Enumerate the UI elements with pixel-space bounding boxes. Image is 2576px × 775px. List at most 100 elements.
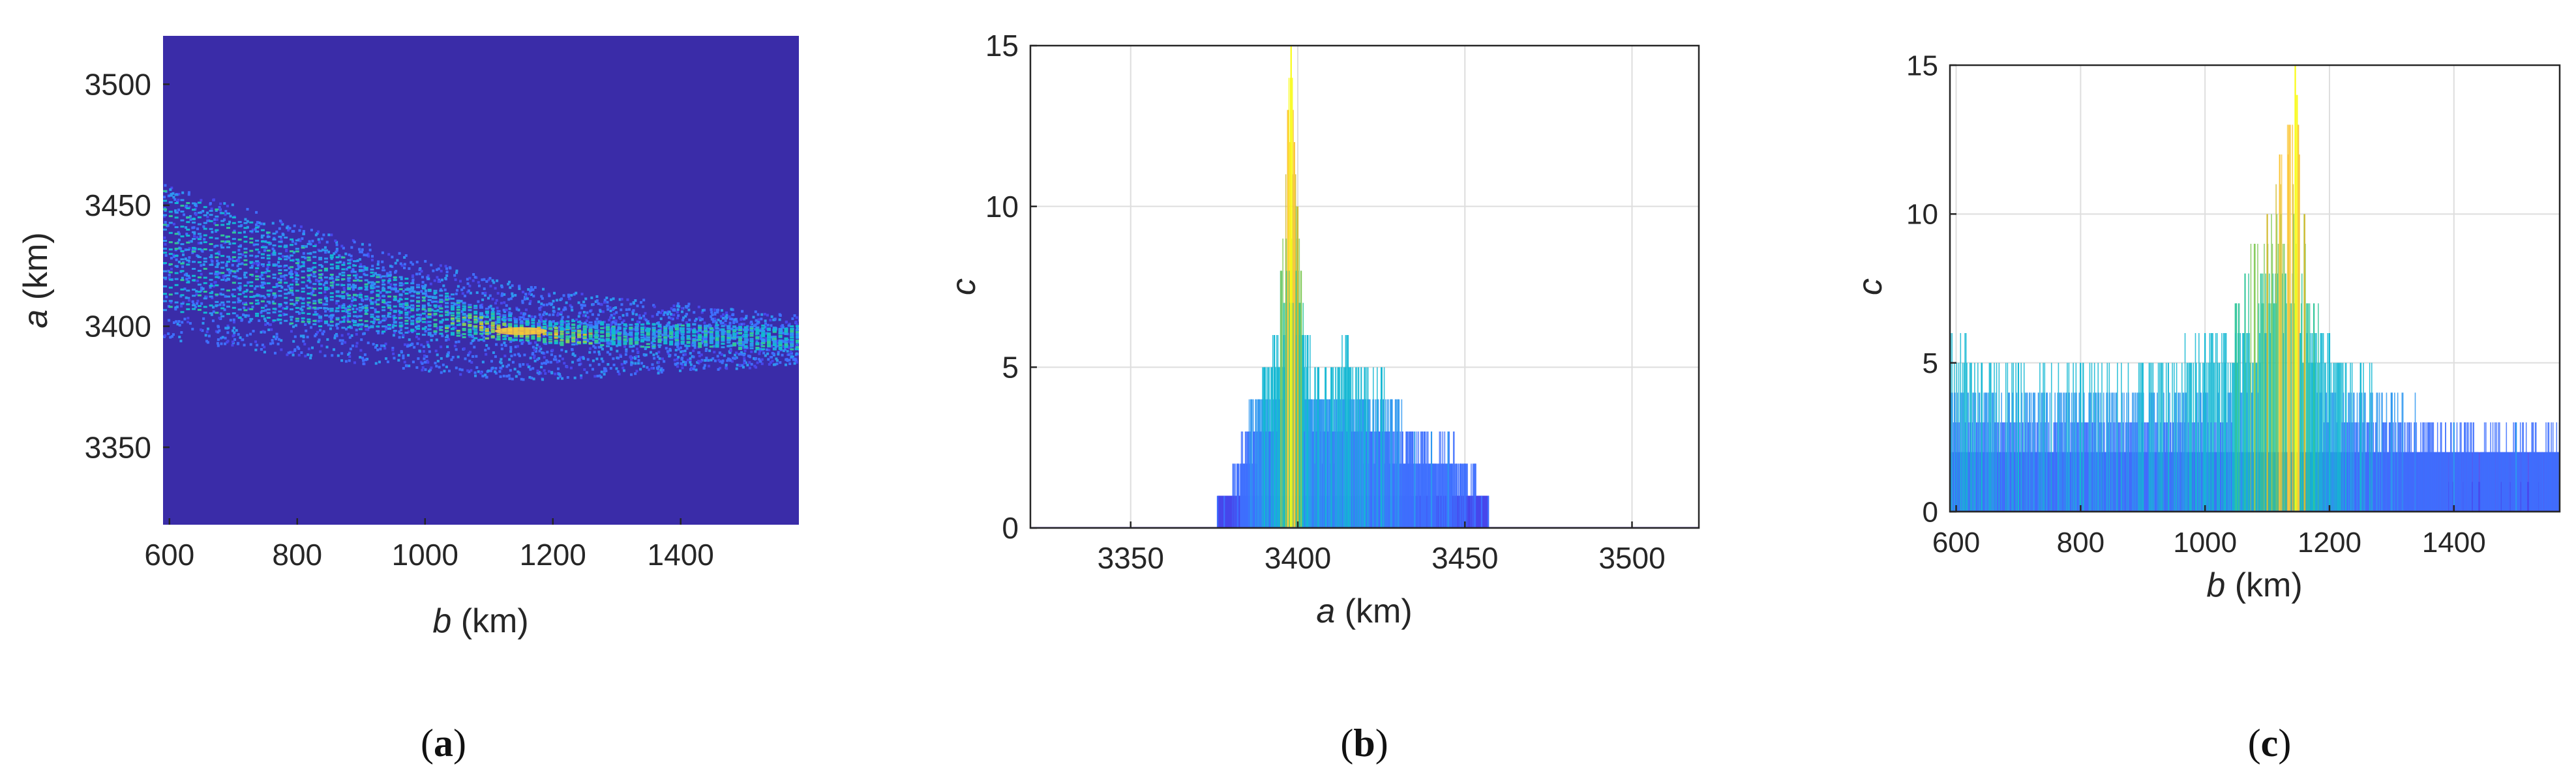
- heatmap-cell: [187, 321, 189, 323]
- heatmap-cell: [601, 348, 604, 351]
- heatmap-cell: [177, 199, 179, 201]
- heatmap-cell: [361, 243, 364, 246]
- heatmap-cell: [186, 263, 190, 265]
- heatmap-cell: [261, 315, 265, 317]
- heatmap-cell: [681, 338, 685, 340]
- heatmap-cell: [509, 369, 512, 372]
- heatmap-cell: [570, 367, 573, 370]
- heatmap-cell: [295, 297, 299, 299]
- heatmap-cell: [738, 326, 742, 328]
- heatmap-cell: [175, 242, 179, 244]
- heatmap-cell: [436, 338, 438, 341]
- heatmap-cell: [382, 295, 385, 297]
- heatmap-cell: [255, 267, 259, 269]
- heatmap-cell: [681, 325, 685, 327]
- heatmap-cell: [324, 269, 328, 271]
- heatmap-cell: [773, 330, 777, 332]
- heatmap-cell: [501, 347, 503, 350]
- heatmap-cell: [582, 300, 585, 303]
- heatmap-cell: [645, 354, 648, 357]
- heatmap-cell: [382, 275, 385, 277]
- heatmap-cell: [738, 344, 742, 346]
- heatmap-cell: [220, 302, 224, 304]
- heatmap-cell: [640, 330, 644, 332]
- heatmap-cell: [175, 284, 179, 286]
- heatmap-cell: [300, 335, 303, 338]
- heatmap-cell: [587, 316, 590, 319]
- heatmap-cell: [324, 307, 328, 309]
- heatmap-cell: [353, 324, 357, 326]
- heatmap-cell: [548, 295, 550, 297]
- heatmap-cell: [399, 282, 403, 284]
- heatmap-cell: [295, 290, 299, 292]
- heatmap-cell: [710, 325, 712, 327]
- heatmap-cell: [672, 314, 675, 316]
- heatmap-cell: [285, 249, 288, 252]
- heatmap-cell: [451, 308, 455, 310]
- heatmap-cell: [215, 284, 218, 286]
- heatmap-cell: [518, 373, 521, 375]
- heatmap-cell: [511, 378, 514, 381]
- heatmap-cell: [347, 284, 351, 285]
- heatmap-cell: [233, 338, 236, 341]
- heatmap-cell: [416, 261, 419, 263]
- heatmap-cell: [530, 357, 532, 359]
- heatmap-cell: [370, 291, 374, 293]
- heatmap-cell: [359, 269, 363, 271]
- heatmap-cell: [474, 372, 477, 374]
- heatmap-cell: [387, 307, 391, 309]
- heatmap-cell: [462, 308, 466, 310]
- heatmap-cell: [398, 354, 400, 357]
- heatmap-cell: [337, 327, 339, 329]
- heatmap-cell: [457, 309, 460, 311]
- heatmap-cell: [226, 331, 229, 334]
- heatmap-cell: [382, 287, 385, 289]
- heatmap-cell: [741, 310, 743, 313]
- heatmap-cell: [177, 323, 179, 325]
- heatmap-cell: [479, 321, 483, 323]
- heatmap-cell: [715, 328, 719, 330]
- heatmap-cell: [663, 336, 667, 338]
- heatmap-cell: [416, 305, 420, 307]
- heatmap-cell: [652, 336, 656, 338]
- heatmap-cell: [439, 326, 443, 328]
- heatmap-cell: [744, 331, 748, 333]
- heatmap-cell: [192, 304, 196, 306]
- heatmap-cell: [362, 332, 365, 335]
- heatmap-cell: [382, 289, 385, 291]
- heatmap-cell: [191, 328, 194, 330]
- heatmap-cell: [497, 313, 501, 315]
- heatmap-cell: [238, 263, 242, 265]
- heatmap-cell: [163, 209, 167, 211]
- x-tick-label: 1000: [392, 538, 458, 572]
- heatmap-cell: [340, 352, 343, 355]
- heatmap-cell: [385, 328, 387, 330]
- heatmap-cell: [470, 361, 473, 364]
- heatmap-cell: [336, 244, 338, 246]
- heatmap-cell: [663, 342, 667, 344]
- heatmap-cell: [239, 336, 241, 339]
- heatmap-cell: [730, 349, 732, 352]
- heatmap-cell: [488, 332, 491, 334]
- heatmap-cell: [274, 352, 277, 355]
- heatmap-cell: [501, 285, 503, 288]
- heatmap-cell: [433, 292, 437, 294]
- heatmap-cell: [659, 357, 661, 360]
- heatmap-cell: [232, 271, 236, 272]
- heatmap-cell: [341, 272, 345, 274]
- heatmap-cell: [376, 344, 378, 347]
- heatmap-cell: [350, 347, 352, 350]
- heatmap-cell: [553, 292, 556, 295]
- heatmap-cell: [767, 335, 771, 337]
- heatmap-cell: [371, 255, 374, 257]
- heatmap-cell: [284, 320, 288, 322]
- heatmap-cell: [743, 357, 745, 360]
- heatmap-cell: [479, 314, 483, 316]
- heatmap-cell: [219, 303, 222, 306]
- heatmap-cell: [676, 311, 679, 314]
- heatmap-cell: [198, 291, 202, 293]
- heatmap-cell: [473, 315, 477, 317]
- x-tick-label: 600: [144, 538, 194, 572]
- heatmap-cell: [361, 248, 364, 251]
- heatmap-cell: [359, 310, 363, 312]
